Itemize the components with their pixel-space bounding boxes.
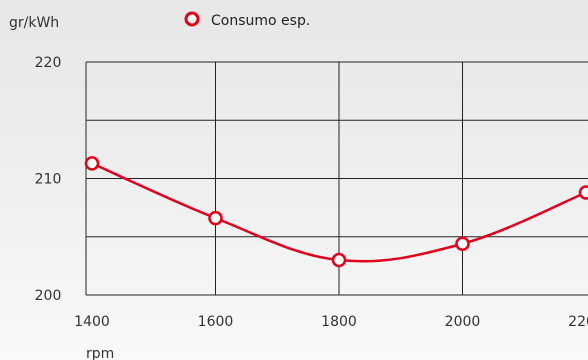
y-axis-label: gr/kWh — [9, 15, 59, 31]
y-tick-label: 200 — [35, 288, 62, 304]
data-point — [455, 236, 470, 251]
chart-grid — [85, 61, 588, 296]
x-tick-label: 1800 — [321, 314, 357, 330]
data-point — [84, 156, 100, 171]
legend-label: Consumo esp. — [211, 13, 310, 29]
x-axis-label: rpm — [86, 346, 114, 360]
data-point — [578, 185, 588, 200]
data-point — [208, 210, 223, 226]
x-tick-label: 2200 — [568, 314, 588, 330]
x-tick-label: 1400 — [74, 314, 110, 330]
y-tick-label: 220 — [35, 55, 62, 71]
x-tick-label: 2000 — [445, 314, 481, 330]
legend-marker — [184, 11, 200, 27]
y-axis-ticks: 200 210 220 — [35, 55, 62, 304]
data-point — [331, 252, 347, 268]
x-axis-ticks: 1400 1600 1800 2000 2200 — [74, 314, 588, 330]
legend: Consumo esp. — [184, 11, 310, 29]
y-tick-label: 210 — [35, 172, 62, 188]
series-group — [84, 156, 588, 268]
x-tick-label: 1600 — [198, 314, 234, 330]
